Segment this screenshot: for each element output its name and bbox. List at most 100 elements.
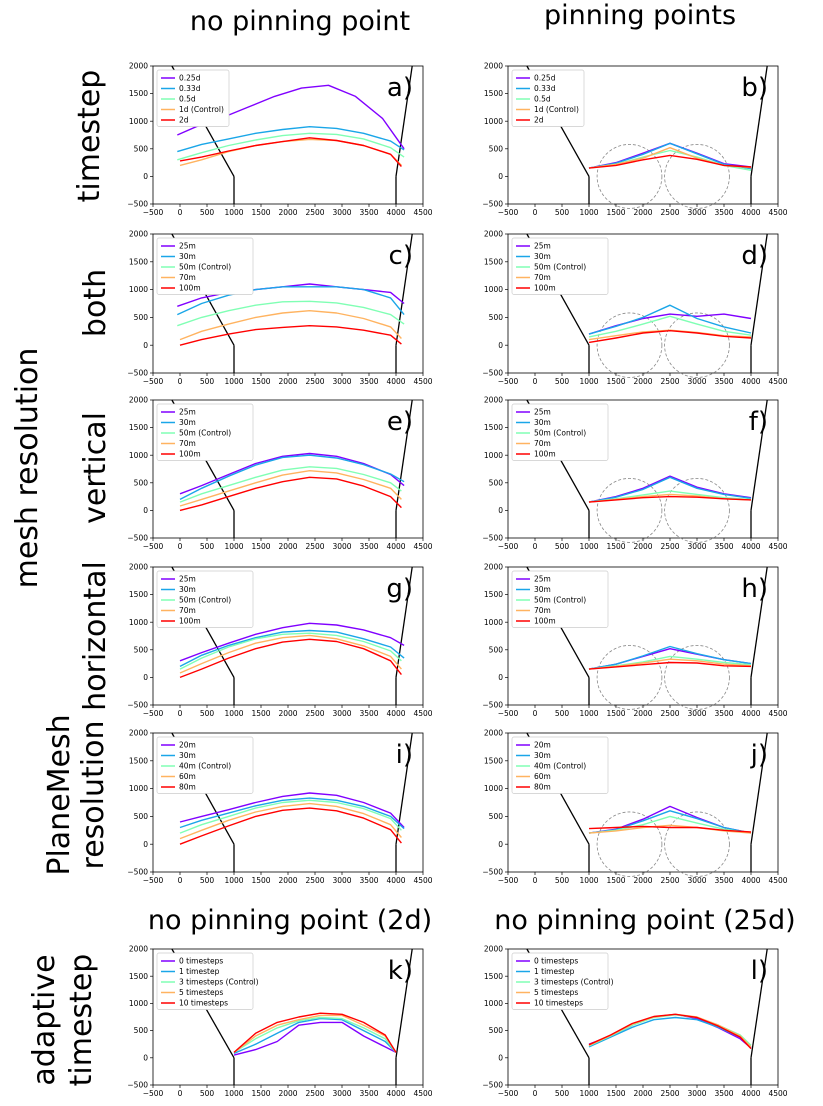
y-tick-label: 0 [143, 1053, 148, 1062]
x-tick-label: 3500 [714, 377, 733, 386]
x-tick-label: 4500 [413, 1089, 432, 1098]
y-tick-label: 500 [134, 645, 149, 654]
y-tick-label: 1000 [484, 618, 503, 627]
legend-entry: 1d (Control) [179, 105, 224, 114]
y-tick-label: 2000 [484, 396, 503, 405]
y-tick-label: 500 [489, 812, 504, 821]
pinning-point-circle [596, 143, 663, 209]
y-tick-label: 0 [143, 840, 148, 849]
x-tick-label: 2500 [305, 377, 324, 386]
x-tick-label: 4000 [741, 542, 760, 551]
x-tick-label: 1000 [579, 1089, 598, 1098]
y-tick-label: 2000 [484, 230, 503, 239]
y-tick-label: −500 [482, 701, 503, 710]
y-tick-label: 0 [143, 172, 148, 181]
x-tick-label: 3000 [687, 876, 706, 885]
series-line [179, 634, 402, 674]
bed-wall [750, 732, 768, 845]
legend-entry: 0 timesteps [534, 957, 578, 966]
y-tick-label: −500 [482, 369, 503, 378]
x-tick-label: 1500 [251, 1089, 270, 1098]
y-tick-label: 0 [143, 506, 148, 515]
legend-entry: 70m [179, 439, 196, 448]
pinning-point-circle [664, 312, 730, 378]
y-tick-label: 2000 [484, 945, 503, 954]
series-line [177, 286, 405, 316]
x-tick-label: 500 [200, 709, 215, 718]
panel-e: −500 0 500 1000 1500 2000 2500 3000 3500 4000 4500… [127, 396, 432, 551]
x-tick-label: 0 [533, 876, 538, 885]
pinning-point-circle [596, 644, 663, 710]
series-line [177, 132, 405, 161]
y-tick-label: 2000 [484, 729, 503, 738]
series-line [179, 622, 405, 662]
x-tick-label: 2500 [305, 1089, 324, 1098]
x-tick-label: 1000 [224, 709, 243, 718]
x-tick-label: 2000 [278, 542, 297, 551]
x-tick-label: 2500 [660, 208, 679, 217]
legend-box [156, 952, 254, 1010]
bed-wall [395, 233, 413, 346]
panel-letter: e) [387, 407, 413, 437]
x-tick-label: 4500 [768, 542, 787, 551]
x-tick-label: 4000 [386, 1089, 405, 1098]
x-tick-label: 2000 [633, 377, 652, 386]
x-tick-label: 1000 [224, 377, 243, 386]
panel-letter: l) [751, 956, 768, 986]
x-tick-label: 0 [533, 709, 538, 718]
x-tick-label: 1500 [251, 709, 270, 718]
x-tick-label: 3000 [332, 876, 351, 885]
legend-entry: 0.25d [179, 74, 201, 83]
x-tick-label: 1000 [224, 1089, 243, 1098]
y-tick-label: 500 [134, 1026, 149, 1035]
x-tick-label: 1500 [606, 876, 625, 885]
y-tick-label: 1000 [129, 285, 148, 294]
y-tick-label: 2000 [129, 729, 148, 738]
y-tick-label: 1500 [129, 756, 148, 765]
x-tick-label: 2000 [278, 377, 297, 386]
x-tick-label: 2000 [633, 1089, 652, 1098]
series-line [588, 645, 752, 670]
x-tick-label: 1000 [224, 542, 243, 551]
y-tick-label: 500 [134, 812, 149, 821]
y-tick-label: 0 [498, 1053, 503, 1062]
y-tick-label: 1500 [484, 590, 503, 599]
series-line [233, 1021, 397, 1056]
x-tick-label: 500 [200, 208, 215, 217]
legend-entry: 1 timestep [179, 967, 220, 976]
pinning-point-circle [664, 644, 730, 710]
legend-box [511, 69, 585, 127]
y-tick-label: 1000 [484, 784, 503, 793]
y-tick-label: 1000 [129, 999, 148, 1008]
x-tick-label: 500 [555, 709, 570, 718]
x-tick-label: 4000 [741, 377, 760, 386]
y-tick-label: 1500 [484, 423, 503, 432]
x-tick-label: 500 [200, 542, 215, 551]
pinning-point-circle [596, 312, 663, 378]
series-line [179, 138, 402, 167]
x-tick-label: 3500 [359, 1089, 378, 1098]
bed-wall [750, 566, 768, 678]
x-tick-label: −500 [143, 1089, 164, 1098]
y-tick-label: 500 [134, 478, 149, 487]
x-tick-label: −500 [143, 876, 164, 885]
x-tick-label: −500 [143, 542, 164, 551]
x-tick-label: −500 [143, 709, 164, 718]
y-tick-label: −500 [482, 200, 503, 209]
column-header-bottom-left: no pinning point (2d) [147, 905, 433, 936]
x-tick-label: 1000 [579, 709, 598, 718]
legend-box [156, 570, 254, 628]
series-line [233, 1012, 397, 1053]
x-tick-label: 2500 [305, 709, 324, 718]
y-tick-label: 2000 [484, 62, 503, 71]
legend-entry: 70m [534, 439, 551, 448]
panel-letter: g) [386, 574, 413, 604]
x-tick-label: 0 [533, 1089, 538, 1098]
y-tick-label: 0 [498, 506, 503, 515]
x-tick-label: 2000 [633, 709, 652, 718]
pinning-point-circle [664, 143, 730, 209]
x-tick-label: 1500 [251, 208, 270, 217]
series-line [588, 304, 752, 335]
y-tick-label: 2000 [129, 945, 148, 954]
series-line [588, 330, 752, 344]
